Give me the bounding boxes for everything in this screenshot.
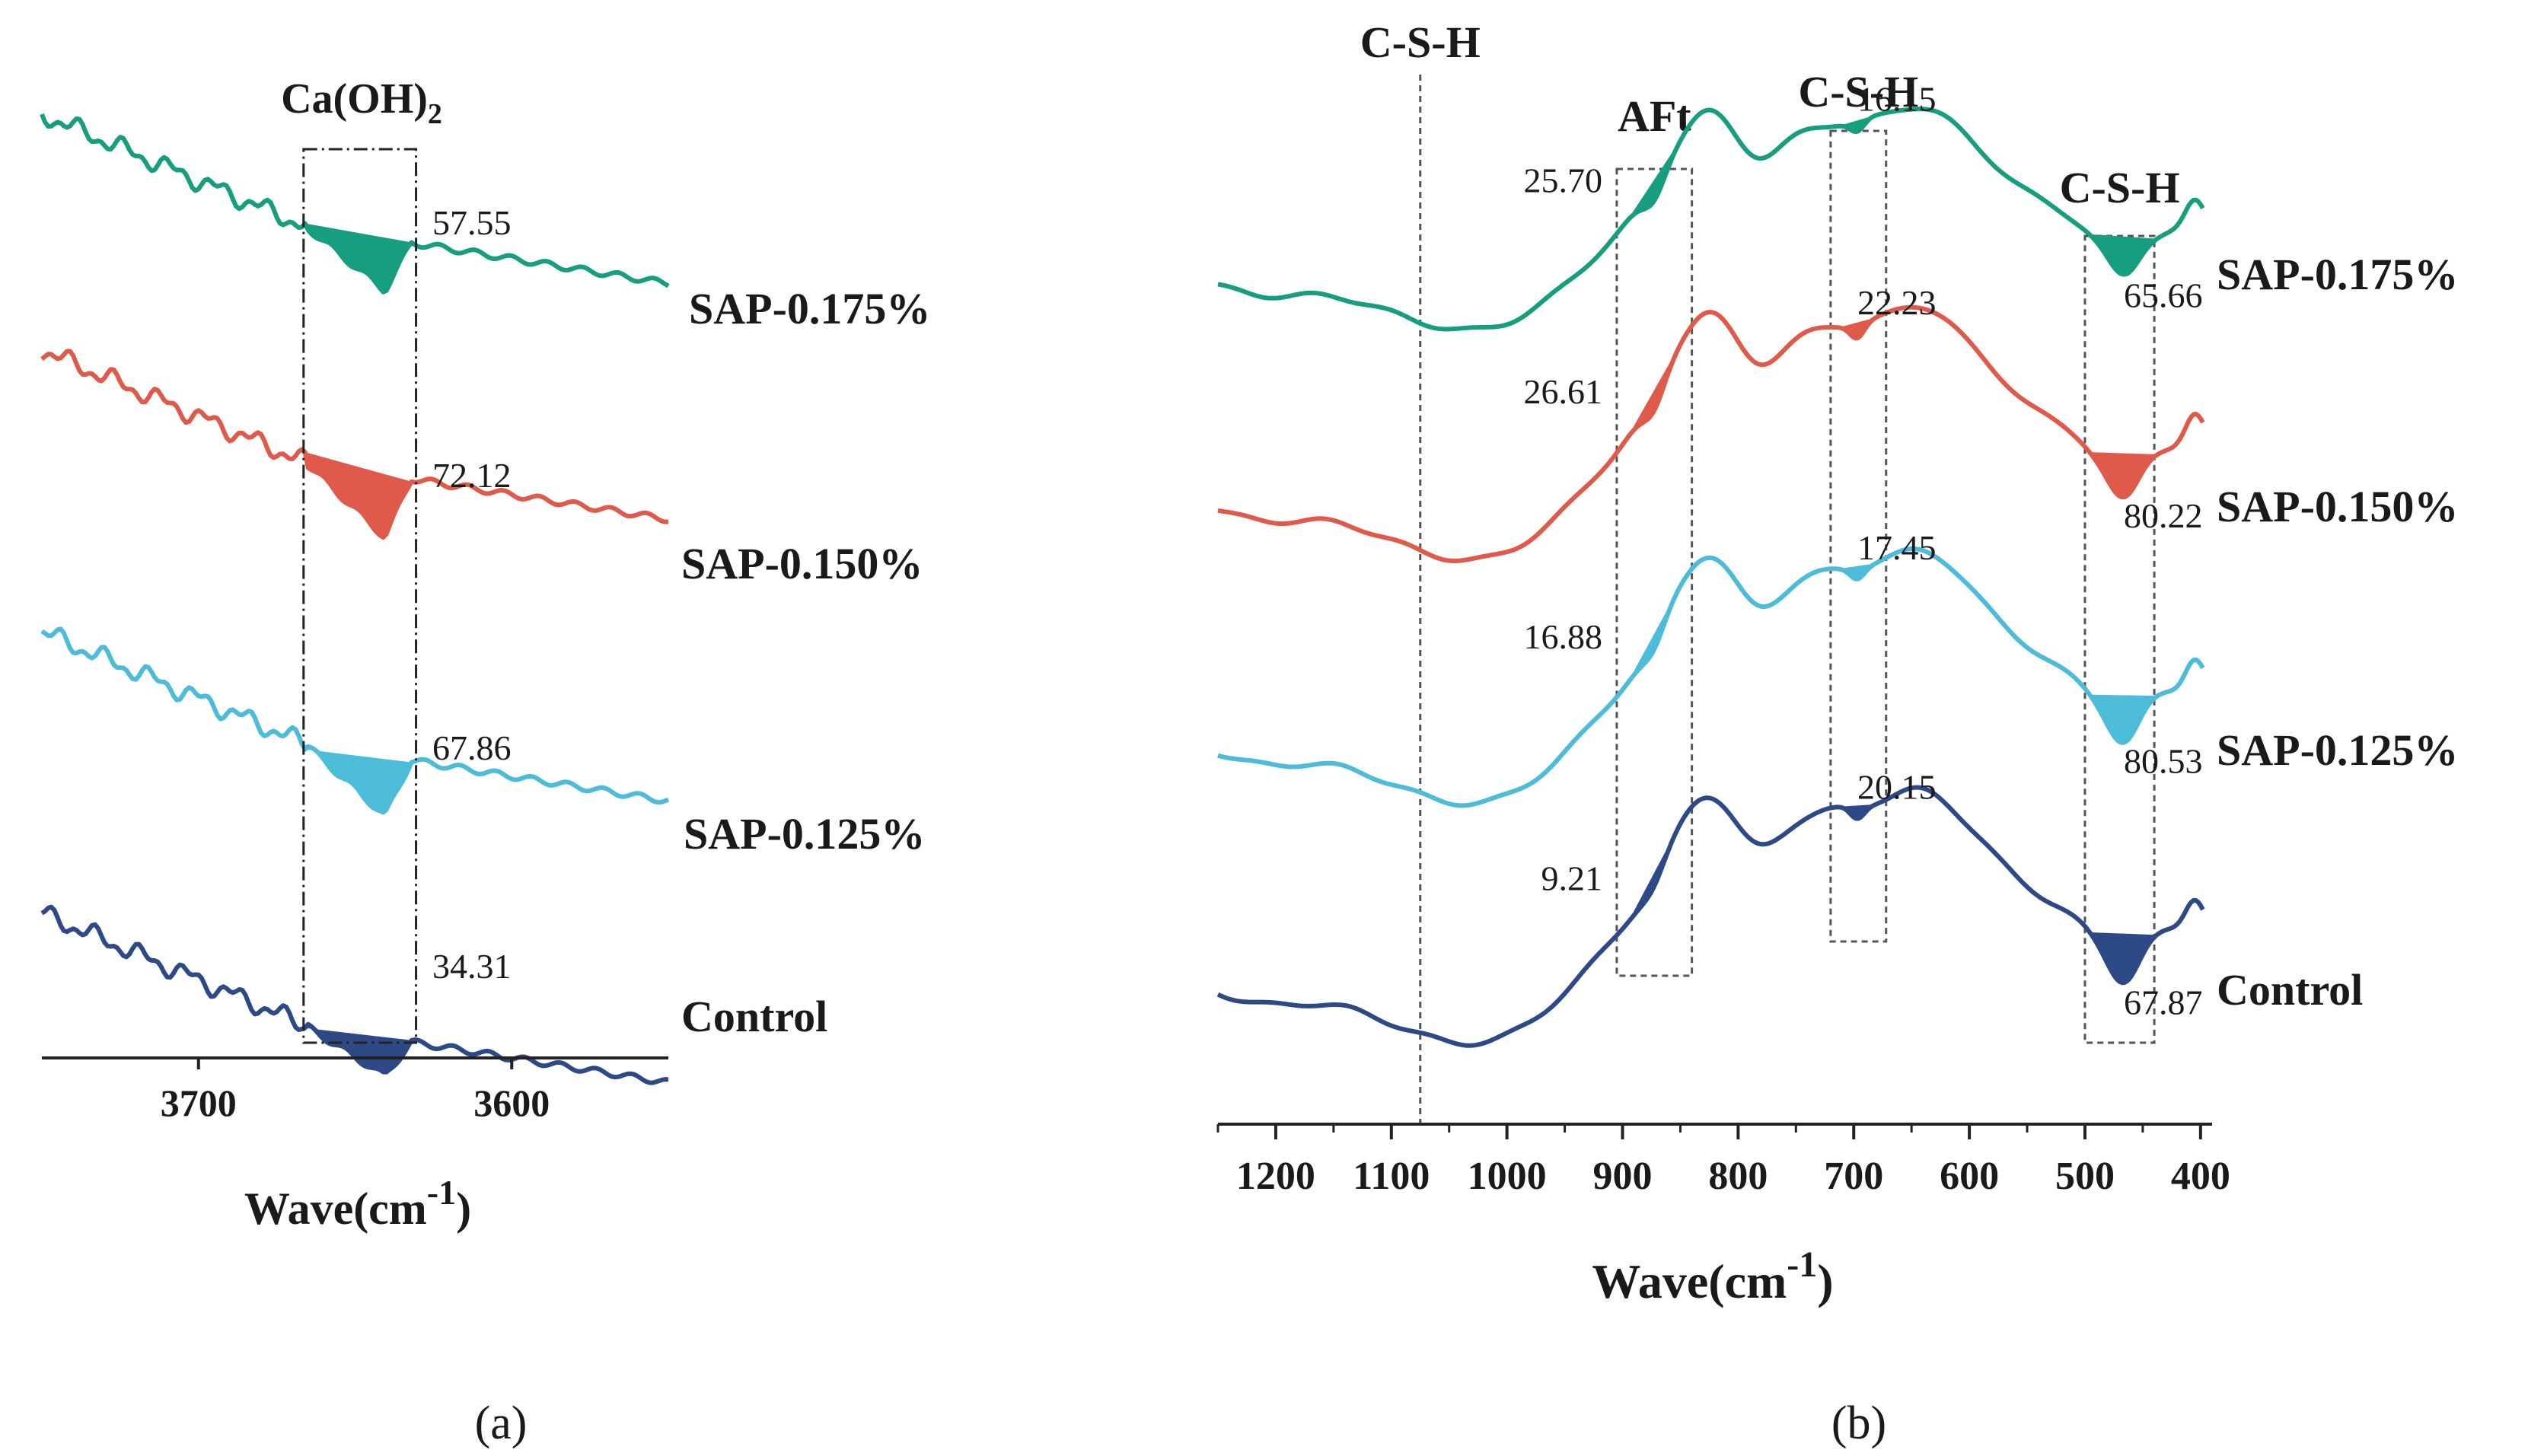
panel-b-curve-2 [1217, 546, 2205, 808]
panel-b-curve-1 [1217, 304, 2205, 563]
panel-b-csh-mid-value-3: 20.15 [1857, 767, 1937, 806]
panel-a-peak-fill-1 [304, 451, 412, 538]
panel-a-tick-label-0: 3700 [161, 1082, 237, 1124]
panel-a-series-0: 57.55 SAP-0.175% [40, 113, 930, 333]
panel-b-aft-value-0: 25.70 [1524, 161, 1603, 200]
panel-b-csh-mid-label: C-S-H [1798, 67, 1918, 116]
panel-a-caoh2-label-main: Ca(OH) [281, 75, 428, 123]
panel-a-caoh2-label-sub: 2 [428, 98, 442, 130]
panel-a-x-axis-title-sup: -1 [427, 1173, 456, 1212]
panel-b: C-S-H AFt C-S-H C-S-H 25.70 16.15 65.66 SAP-0.… [1216, 18, 2458, 1449]
panel-a-peak-fill-2 [304, 746, 412, 813]
panel-a: 57.55 SAP-0.175% 72.12 SAP-0.150% 67.86 SAP-0… [40, 75, 930, 1449]
panel-b-csh-low-box [2083, 234, 2156, 1044]
panel-b-csh-low-value-2: 80.53 [2124, 742, 2203, 781]
panel-a-series-2: 67.86 SAP-0.125% [40, 626, 925, 859]
panel-b-series-label-0: SAP-0.175% [2217, 250, 2458, 299]
panel-b-peak-fill-afc-0 [1628, 140, 1681, 220]
panel-a-caoh2-label: Ca(OH)2 [281, 75, 442, 130]
panel-b-peak-fill-low-2 [2090, 694, 2155, 743]
panel-b-series-1: 26.61 22.23 80.22 SAP-0.150% [1217, 283, 2458, 563]
panel-a-peak-value-1: 72.12 [432, 456, 512, 495]
panel-a-peak-fill-3 [304, 1024, 412, 1072]
panel-b-csh-low-label: C-S-H [2060, 163, 2180, 212]
panel-a-curves: 57.55 SAP-0.175% 72.12 SAP-0.150% 67.86 SAP-0… [40, 113, 930, 1085]
panel-a-x-axis-title-main: Wave(cm [244, 1184, 427, 1234]
panel-a-series-label-1: SAP-0.150% [681, 539, 923, 588]
panel-b-curve-0 [1217, 107, 2205, 332]
panel-b-csh-mid-box [1829, 129, 1888, 943]
panel-b-x-axis-title-close: ) [1817, 1254, 1833, 1308]
panel-a-series-label-2: SAP-0.125% [684, 809, 925, 859]
panel-b-peak-fill-mid-2 [1840, 563, 1875, 579]
panel-b-series-label-2: SAP-0.125% [2217, 725, 2458, 775]
panel-b-tick-label-5: 700 [1824, 1155, 1883, 1198]
panel-b-peak-fill-mid-1 [1840, 317, 1875, 339]
panel-b-tick-label-6: 600 [1940, 1155, 1999, 1198]
panel-a-series-3: 34.31 Control [40, 904, 827, 1085]
panel-b-aft-value-1: 26.61 [1524, 372, 1603, 411]
panel-a-curve-1 [40, 349, 669, 540]
panel-a-peak-fill-0 [304, 223, 412, 292]
panel-a-peak-value-3: 34.31 [432, 947, 512, 986]
panel-b-series-0: 25.70 16.15 65.66 SAP-0.175% [1217, 79, 2458, 332]
panel-a-curve-0 [40, 113, 670, 295]
panel-b-tick-label-4: 800 [1708, 1155, 1768, 1198]
panel-b-tick-label-2: 1000 [1468, 1155, 1547, 1198]
panel-a-peak-value-0: 57.55 [432, 203, 512, 242]
panel-b-csh-low-value-3: 67.87 [2124, 983, 2203, 1022]
panel-b-csh-line-label: C-S-H [1360, 18, 1481, 67]
panel-b-peak-fill-mid-3 [1840, 804, 1875, 819]
panel-b-aft-box [1615, 167, 1694, 977]
panel-a-series-label-3: Control [681, 992, 827, 1041]
panel-a-peak-value-2: 67.86 [432, 728, 512, 767]
panel-b-tick-label-3: 900 [1593, 1155, 1653, 1198]
panel-b-peak-fill-low-3 [2090, 932, 2155, 983]
panel-a-x-axis: 3700 3600 [42, 1056, 668, 1124]
panel-b-tick-label-8: 400 [2171, 1155, 2230, 1198]
panel-b-curves: 25.70 16.15 65.66 SAP-0.175% 26.61 22.23 80.22… [1216, 79, 2458, 1048]
panel-b-tick-label-0: 1200 [1236, 1155, 1315, 1198]
panel-a-label: (a) [475, 1397, 528, 1449]
panel-a-series-1: 72.12 SAP-0.150% [40, 349, 923, 588]
panel-b-csh-mid-value-1: 22.23 [1857, 283, 1937, 322]
panel-b-aft-value-3: 9.21 [1541, 859, 1603, 898]
panel-b-peak-fill-afc-1 [1628, 343, 1681, 437]
panel-b-aft-value-2: 16.88 [1524, 617, 1603, 656]
panel-b-x-axis-title: Wave(cm-1) [1592, 1244, 1833, 1308]
panel-b-x-axis-title-sup: -1 [1787, 1244, 1817, 1285]
panel-b-tick-label-7: 500 [2055, 1155, 2115, 1198]
panel-b-x-axis-title-main: Wave(cm [1592, 1254, 1787, 1308]
panel-b-csh-mid-value-0: 16.15 [1857, 79, 1937, 118]
panel-b-x-axis: 1200 1100 1000 900 800 700 600 500 400 [1216, 1123, 2230, 1198]
panel-b-curve-3 [1216, 785, 2205, 1048]
panel-b-series-2: 16.88 17.45 80.53 SAP-0.125% [1217, 528, 2458, 808]
panel-b-regions: C-S-H AFt C-S-H C-S-H [1360, 18, 2180, 1126]
panel-b-series-label-1: SAP-0.150% [2217, 482, 2458, 531]
panel-a-caoh2-box [302, 148, 418, 1044]
panel-b-csh-low-value-0: 65.66 [2124, 276, 2203, 314]
panel-a-tick-label-1: 3600 [473, 1082, 550, 1124]
panel-b-peak-fill-low-0 [2090, 234, 2155, 275]
panel-b-csh-mid-value-2: 17.45 [1857, 528, 1937, 567]
panel-b-series-label-3: Control [2217, 965, 2363, 1015]
panel-a-curve-3 [40, 904, 669, 1085]
panel-b-series-3: 9.21 20.15 67.87 Control [1216, 767, 2363, 1048]
panel-a-x-axis-title: Wave(cm-1) [244, 1173, 471, 1234]
panel-b-tick-label-1: 1100 [1353, 1155, 1430, 1198]
panel-a-curve-2 [40, 626, 670, 815]
panel-b-csh-low-value-1: 80.22 [2124, 496, 2203, 535]
panel-b-peak-fill-low-1 [2090, 452, 2155, 498]
panel-a-series-label-0: SAP-0.175% [689, 284, 930, 333]
panel-b-label: (b) [1831, 1397, 1886, 1449]
panel-a-x-axis-title-close: ) [456, 1184, 471, 1234]
panel-b-aft-label: AFt [1618, 91, 1691, 141]
